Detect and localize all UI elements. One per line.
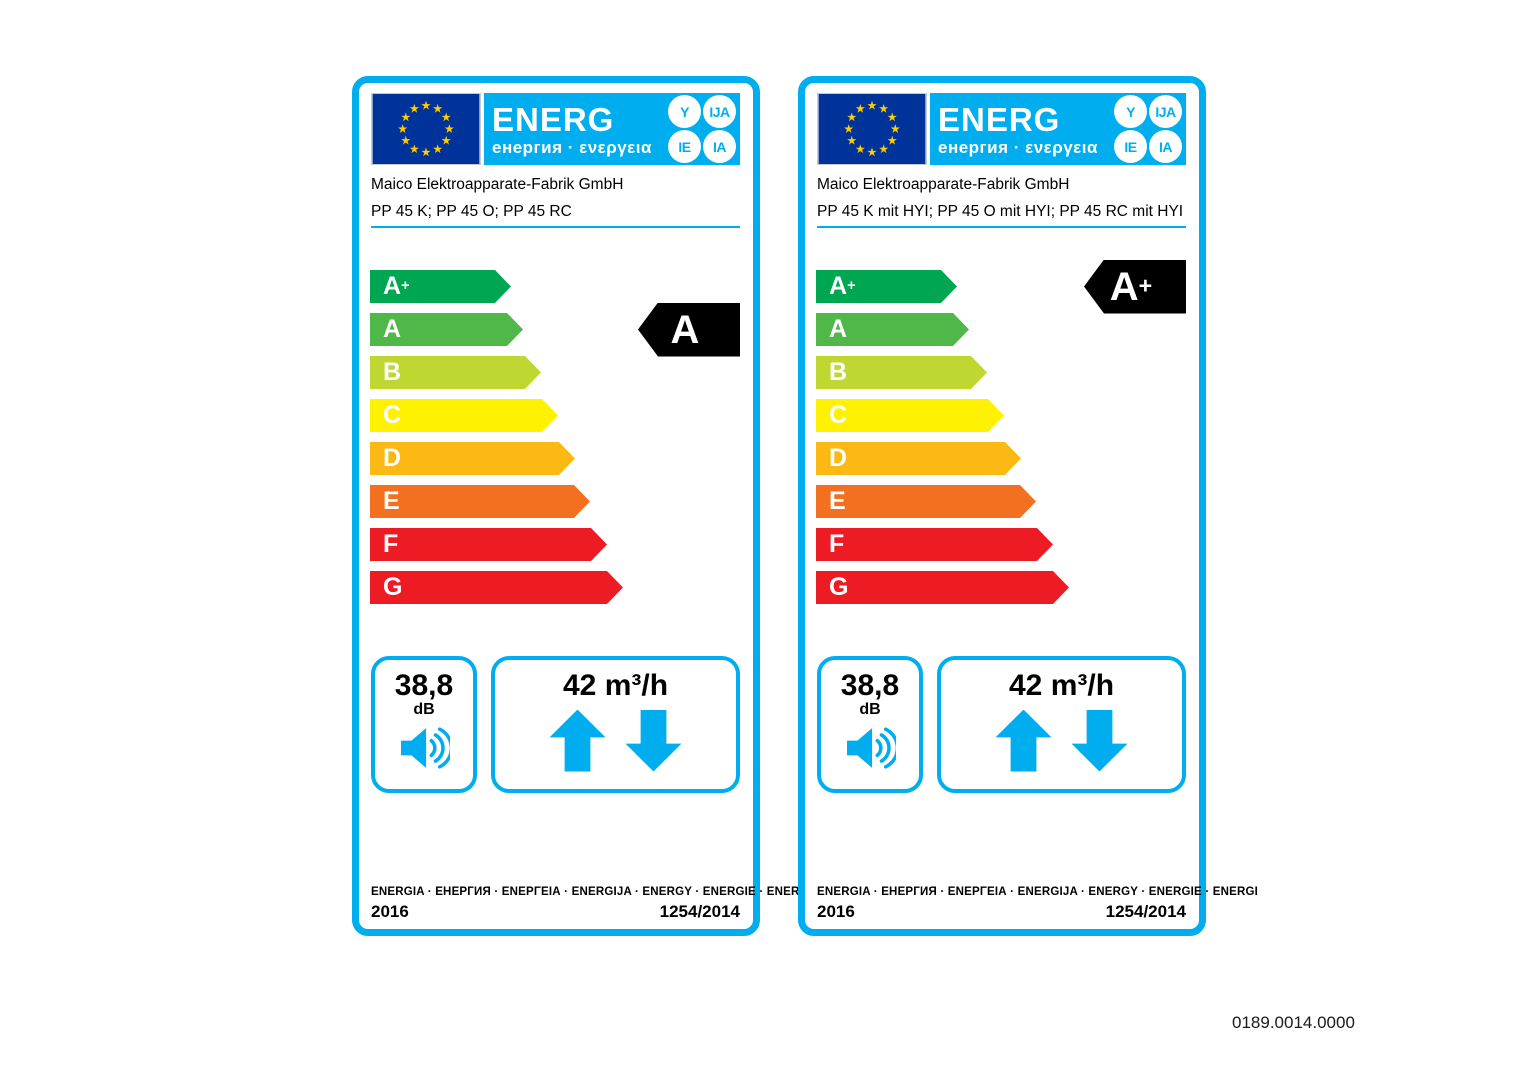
badge-ija: IJA <box>1149 95 1182 128</box>
label-header: ENERG енергия · ενεργεια Y IJA IE IA <box>371 93 740 165</box>
rating-value: A+ <box>1109 264 1153 309</box>
supply-air-arrow-icon <box>995 709 1052 772</box>
label-year: 2016 <box>371 902 409 921</box>
class-bar-f: F <box>370 528 607 561</box>
noise-value: 38,8 <box>394 669 454 702</box>
label-footer: ENERGIA · ЕНЕРГИЯ · ΕΝΕΡΓΕΙΑ · ENERGIJA … <box>817 886 1259 922</box>
exhaust-air-arrow-icon <box>1071 709 1128 772</box>
regulation-number: 1254/2014 <box>1105 902 1186 921</box>
language-badges: Y IJA IE IA <box>668 95 736 163</box>
supply-air-arrow-icon <box>549 709 606 772</box>
manufacturer-name: Maico Elektroapparate-Fabrik GmbH <box>371 176 624 193</box>
class-bar-e: E <box>816 485 1036 518</box>
energy-label-pp45: ENERG енергия · ενεργεια Y IJA IE IA Mai… <box>352 76 813 936</box>
class-bar-e: E <box>370 485 590 518</box>
class-bar-g: G <box>816 571 1069 604</box>
eu-flag-stars <box>818 94 926 164</box>
badge-y: Y <box>1114 95 1147 128</box>
class-bar-d: D <box>370 442 575 475</box>
airflow-box: 42 m³/h <box>491 656 740 793</box>
rating-indicator-arrow: A <box>638 302 740 357</box>
class-bar-c: C <box>816 399 1004 432</box>
badge-ie: IE <box>668 130 701 163</box>
badge-ia: IA <box>703 130 736 163</box>
badge-y: Y <box>668 95 701 128</box>
eu-flag-icon <box>817 93 927 165</box>
class-bar-f: F <box>816 528 1053 561</box>
energy-translations: ENERGIA · ЕНЕРГИЯ · ΕΝΕΡΓΕΙΑ · ENERGIJA … <box>817 886 1259 898</box>
label-year: 2016 <box>817 902 855 921</box>
energ-subtitle: енергия · ενεργεια <box>938 137 1098 157</box>
eu-flag-stars <box>372 94 480 164</box>
class-bar-a-plus: A+ <box>816 270 957 303</box>
rating-indicator-arrow: A+ <box>1084 259 1186 314</box>
noise-box: 38,8 dB <box>371 656 477 793</box>
energy-class-scale: A+ A B C D E F G <box>370 270 740 614</box>
label-header: ENERG енергия · ενεργεια Y IJA IE IA <box>817 93 1186 165</box>
class-bar-d: D <box>816 442 1021 475</box>
divider-rule <box>371 226 740 228</box>
language-badges: Y IJA IE IA <box>1114 95 1182 163</box>
energ-subtitle: енергия · ενεργεια <box>492 137 652 157</box>
model-names: PP 45 K mit HYI; PP 45 O mit HYI; PP 45 … <box>817 203 1184 220</box>
rating-value: A <box>670 307 700 352</box>
airflow-box: 42 m³/h <box>937 656 1186 793</box>
eu-flag-icon <box>371 93 481 165</box>
class-bar-c: C <box>370 399 558 432</box>
noise-unit: dB <box>859 700 881 718</box>
badge-ija: IJA <box>703 95 736 128</box>
speaker-icon <box>847 726 900 769</box>
noise-box: 38,8 dB <box>817 656 923 793</box>
badge-ia: IA <box>1149 130 1182 163</box>
divider-rule <box>817 226 1186 228</box>
label-footer: ENERGIA · ЕНЕРГИЯ · ΕΝΕΡΓΕΙΑ · ENERGIJA … <box>371 886 813 922</box>
energy-class-scale: A+ A B C D E F G <box>816 270 1186 614</box>
energ-logo: ENERG енергия · ενεργεια Y IJA IE IA <box>484 93 740 165</box>
class-bar-b: B <box>370 356 541 389</box>
class-bar-a-plus: A+ <box>370 270 511 303</box>
class-bar-b: B <box>816 356 987 389</box>
class-bar-a: A <box>370 313 523 346</box>
class-bar-g: G <box>370 571 623 604</box>
energy-translations: ENERGIA · ЕНЕРГИЯ · ΕΝΕΡΓΕΙΑ · ENERGIJA … <box>371 886 813 898</box>
speaker-icon <box>401 726 454 769</box>
energ-logo: ENERG енергия · ενεργεια Y IJA IE IA <box>930 93 1186 165</box>
energ-wordmark: ENERG <box>492 100 615 138</box>
energ-wordmark: ENERG <box>938 100 1061 138</box>
noise-unit: dB <box>413 700 435 718</box>
airflow-value: 42 m³/h <box>1008 669 1115 702</box>
manufacturer-name: Maico Elektroapparate-Fabrik GmbH <box>817 176 1070 193</box>
regulation-number: 1254/2014 <box>659 902 740 921</box>
noise-value: 38,8 <box>840 669 900 702</box>
artwork-number: 0189.0014.0000 <box>1232 1013 1355 1032</box>
badge-ie: IE <box>1114 130 1147 163</box>
model-names: PP 45 K; PP 45 O; PP 45 RC <box>371 203 572 220</box>
airflow-value: 42 m³/h <box>562 669 669 702</box>
energy-label-pp45-hyi: ENERG енергия · ενεργεια Y IJA IE IA Mai… <box>798 76 1259 936</box>
class-bar-a: A <box>816 313 969 346</box>
exhaust-air-arrow-icon <box>625 709 682 772</box>
